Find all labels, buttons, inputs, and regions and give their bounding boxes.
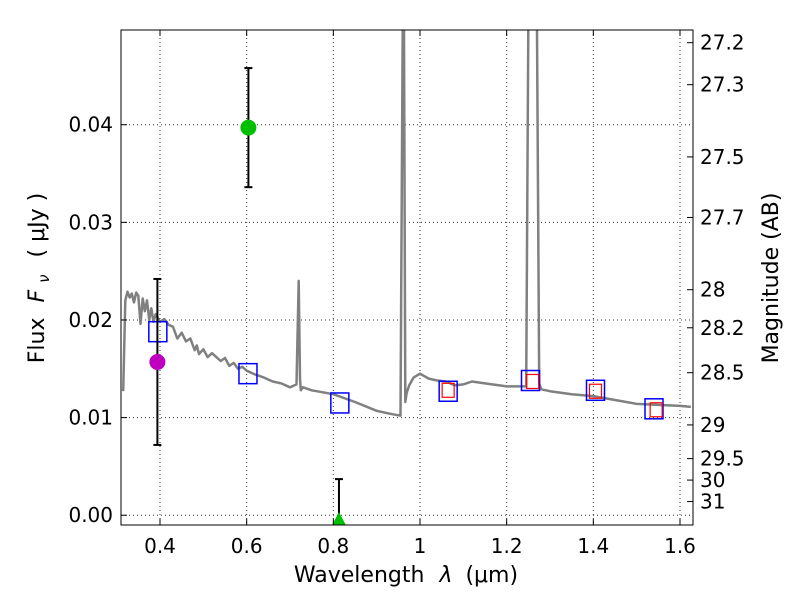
model-flux-marker	[644, 398, 664, 420]
nir-flux-marker	[441, 382, 455, 398]
y-axis-label-subscript: ν	[35, 274, 53, 282]
y-tick-label: 0.04	[68, 113, 113, 137]
y2-tick-label: 28.2	[700, 316, 745, 340]
y2-tick-label: 27.5	[700, 145, 745, 169]
y2-tick-label: 29.5	[700, 447, 745, 471]
x-tick-label: 1	[414, 534, 427, 558]
model-flux-marker	[238, 362, 258, 385]
y-tick-label: 0.02	[68, 308, 113, 332]
y2-tick-label: 28.5	[700, 361, 745, 385]
photometry-point	[149, 353, 166, 370]
model-flux-marker	[330, 392, 350, 414]
x-tick-label: 0.6	[231, 534, 263, 558]
model-flux-marker	[520, 369, 541, 392]
nir-flux-marker	[588, 383, 603, 399]
y-axis-label-symbol: F	[25, 289, 50, 302]
x-tick-label: 0.8	[317, 534, 349, 558]
x-axis-label: Wavelength λ (μm)	[294, 563, 518, 588]
x-tick-label: 1.4	[577, 534, 609, 558]
nir-flux-marker	[649, 402, 663, 418]
x-axis-label-symbol: λ	[438, 563, 452, 588]
sed-template-line	[121, 30, 691, 417]
upper-limit-marker	[331, 512, 346, 526]
x-tick-label: 1.2	[491, 534, 523, 558]
x-axis-label-unit: (μm)	[465, 563, 518, 588]
x-axis-label-text: Wavelength	[294, 563, 425, 588]
y2-axis-label: Magnitude (AB)	[759, 193, 784, 364]
model-flux-marker	[585, 379, 606, 402]
photometry-point	[240, 119, 257, 136]
y2-tick-label: 27.3	[700, 73, 745, 97]
y2-tick-label: 28	[700, 278, 725, 302]
y-axis-label: Flux F ν ( μJy )	[25, 193, 55, 363]
y2-tick-label: 29	[700, 413, 725, 437]
y-tick-label: 0.00	[68, 503, 113, 527]
y-axis-label-unit: ( μJy )	[25, 193, 50, 258]
y-tick-label: 0.03	[68, 210, 113, 234]
y-tick-label: 0.01	[68, 406, 113, 430]
y2-tick-label: 31	[700, 490, 725, 514]
y2-tick-label: 30	[700, 468, 725, 492]
x-tick-label: 0.4	[144, 534, 176, 558]
y-axis-label-text: Flux	[25, 317, 50, 363]
x-tick-label: 1.6	[664, 534, 696, 558]
y2-tick-label: 27.7	[700, 205, 745, 229]
plot-frame	[120, 29, 694, 526]
nir-flux-marker	[526, 373, 540, 390]
y2-tick-label: 27.2	[700, 31, 745, 55]
model-flux-marker	[438, 380, 458, 402]
grid	[121, 30, 693, 525]
